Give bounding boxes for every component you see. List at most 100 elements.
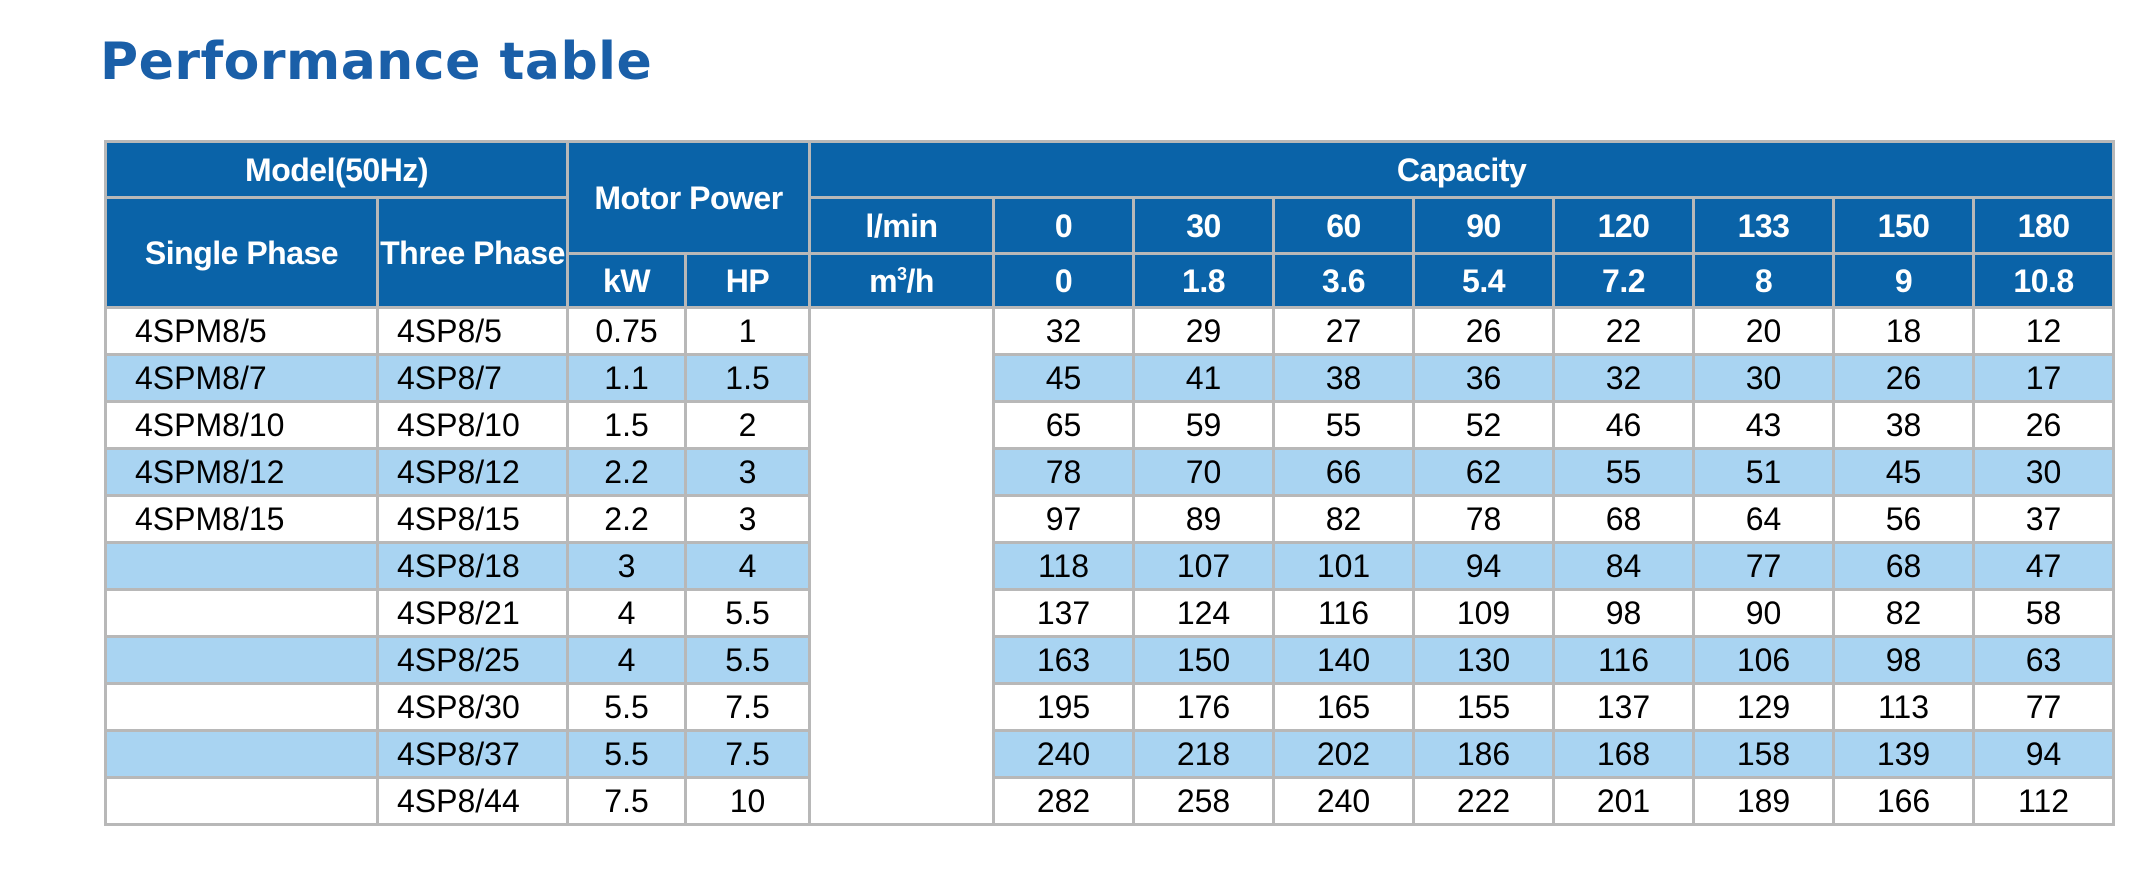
head-value: 94 xyxy=(1412,541,1556,591)
head-value: 113 xyxy=(1832,682,1976,732)
head-value: 240 xyxy=(992,729,1136,779)
head-value: 112 xyxy=(1972,776,2116,826)
head-value: 41 xyxy=(1132,353,1276,403)
power-hp: 3 xyxy=(684,447,812,497)
three-phase-model: 4SP8/5 xyxy=(375,306,570,356)
three-phase-model: 4SP8/21 xyxy=(375,588,570,638)
head-value: 70 xyxy=(1132,447,1276,497)
three-phase-model: 4SP8/30 xyxy=(375,682,570,732)
power-hp: 7.5 xyxy=(684,682,812,732)
power-hp: 7.5 xyxy=(684,729,812,779)
head-value: 107 xyxy=(1132,541,1276,591)
power-kw: 3 xyxy=(566,541,688,591)
head-value: 166 xyxy=(1832,776,1976,826)
head-value: 106 xyxy=(1692,635,1836,685)
head-value: 150 xyxy=(1132,635,1276,685)
head-value: 186 xyxy=(1412,729,1556,779)
power-kw: 4 xyxy=(566,588,688,638)
head-value: 18 xyxy=(1832,306,1976,356)
power-kw: 5.5 xyxy=(566,682,688,732)
three-phase-model: 4SP8/15 xyxy=(375,494,570,544)
head-value: 218 xyxy=(1132,729,1276,779)
head-value: 38 xyxy=(1272,353,1416,403)
capacity-lmin-value: 120 xyxy=(1552,196,1696,255)
head-value: 38 xyxy=(1832,400,1976,450)
head-value: 129 xyxy=(1692,682,1836,732)
power-hp: 10 xyxy=(684,776,812,826)
capacity-lmin-value: 0 xyxy=(992,196,1136,255)
single-phase-model: 4SPM8/15 xyxy=(104,494,379,544)
capacity-lmin-value: 180 xyxy=(1972,196,2116,255)
head-value: 140 xyxy=(1272,635,1416,685)
head-value: 84 xyxy=(1552,541,1696,591)
head-value: 27 xyxy=(1272,306,1416,356)
three-phase-model: 4SP8/44 xyxy=(375,776,570,826)
head-value: 139 xyxy=(1832,729,1976,779)
head-value: 58 xyxy=(1972,588,2116,638)
head-value: 63 xyxy=(1972,635,2116,685)
head-value: 109 xyxy=(1412,588,1556,638)
head-value: 222 xyxy=(1412,776,1556,826)
power-kw: 5.5 xyxy=(566,729,688,779)
head-value: 30 xyxy=(1972,447,2116,497)
head-label xyxy=(808,306,996,826)
head-value: 195 xyxy=(992,682,1136,732)
head-value: 97 xyxy=(992,494,1136,544)
m3h-label: m3/h xyxy=(808,252,996,309)
head-value: 137 xyxy=(992,588,1136,638)
three-phase-model: 4SP8/18 xyxy=(375,541,570,591)
capacity-lmin-value: 90 xyxy=(1412,196,1556,255)
head-value: 62 xyxy=(1412,447,1556,497)
head-value: 89 xyxy=(1132,494,1276,544)
capacity-m3h-value: 9 xyxy=(1832,252,1976,309)
table-row: 4SP8/18 3 4 118 107 101 94 84 77 68 47 xyxy=(104,541,2116,591)
capacity-header: Capacity xyxy=(808,140,2116,199)
head-value: 17 xyxy=(1972,353,2116,403)
head-value: 47 xyxy=(1972,541,2116,591)
single-phase-model xyxy=(104,776,379,826)
power-kw: 4 xyxy=(566,635,688,685)
power-hp: 4 xyxy=(684,541,812,591)
head-value: 78 xyxy=(992,447,1136,497)
capacity-lmin-value: 133 xyxy=(1692,196,1836,255)
capacity-m3h-value: 3.6 xyxy=(1272,252,1416,309)
single-phase-model: 4SPM8/7 xyxy=(104,353,379,403)
model-header: Model(50Hz) xyxy=(103,140,570,199)
head-value: 30 xyxy=(1692,353,1836,403)
head-value: 45 xyxy=(992,353,1136,403)
page-title: Performance table xyxy=(100,32,653,92)
head-value: 201 xyxy=(1552,776,1696,826)
capacity-lmin-value: 30 xyxy=(1132,196,1276,255)
head-value: 32 xyxy=(992,306,1136,356)
head-value: 124 xyxy=(1132,588,1276,638)
lmin-label: l/min xyxy=(808,196,996,255)
head-value: 29 xyxy=(1132,306,1276,356)
head-value: 78 xyxy=(1412,494,1556,544)
header-row: Single Phase Three Phase l/min 0 30 60 90 12… xyxy=(104,196,2116,309)
power-hp: 3 xyxy=(684,494,812,544)
head-value: 90 xyxy=(1692,588,1836,638)
single-phase-model: 4SPM8/12 xyxy=(104,447,379,497)
head-value: 77 xyxy=(1692,541,1836,591)
single-phase-model: 4SPM8/5 xyxy=(104,306,379,356)
table-row: 4SP8/37 5.5 7.5 240 218 202 186 168 158 139 94 xyxy=(104,729,2116,779)
single-phase-model: 4SPM8/10 xyxy=(104,400,379,450)
head-value: 116 xyxy=(1272,588,1416,638)
head-value: 258 xyxy=(1132,776,1276,826)
head-value: 168 xyxy=(1552,729,1696,779)
head-value: 66 xyxy=(1272,447,1416,497)
three-phase-model: 4SP8/25 xyxy=(375,635,570,685)
head-value: 282 xyxy=(992,776,1136,826)
head-value: 130 xyxy=(1412,635,1556,685)
motor-power-header: Motor Power xyxy=(566,140,812,255)
head-value: 68 xyxy=(1552,494,1696,544)
head-value: 64 xyxy=(1692,494,1836,544)
head-value: 176 xyxy=(1132,682,1276,732)
hp-header: HP xyxy=(684,252,812,309)
head-value: 82 xyxy=(1832,588,1976,638)
power-kw: 1.1 xyxy=(566,353,688,403)
three-phase-model: 4SP8/37 xyxy=(375,729,570,779)
table-row: 4SP8/25 4 5.5 163 150 140 130 116 106 98 63 xyxy=(104,635,2116,685)
table-row: 4SPM8/15 4SP8/15 2.2 3 97 89 82 78 68 64 56 37 xyxy=(104,494,2116,544)
head-value: 116 xyxy=(1552,635,1696,685)
